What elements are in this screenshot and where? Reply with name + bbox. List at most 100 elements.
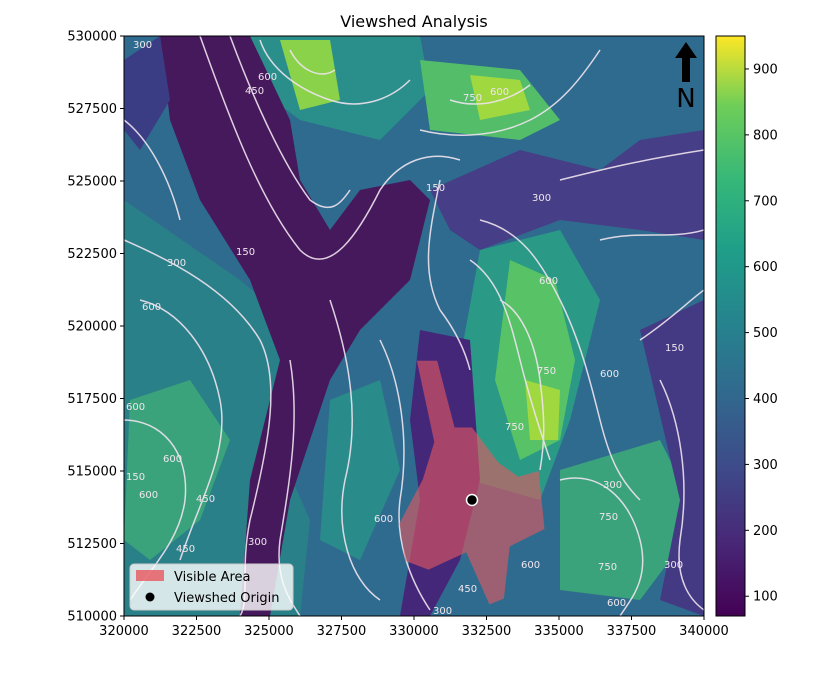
contour-line xyxy=(139,299,223,561)
contour-line xyxy=(559,477,644,616)
contour-line xyxy=(229,36,351,209)
contour-line xyxy=(559,149,704,181)
colorbar-tick-label: 600 xyxy=(753,260,778,275)
contour-line xyxy=(289,49,336,75)
legend-box xyxy=(129,563,294,611)
viewshed-origin-marker xyxy=(465,493,479,507)
chart-title: Viewshed Analysis xyxy=(340,12,487,31)
black-dot-icon xyxy=(145,592,155,602)
contour-line xyxy=(427,179,471,371)
contour-label: 750 xyxy=(598,562,617,573)
contour-label: 300 xyxy=(248,537,267,548)
contour-label: 450 xyxy=(458,584,477,595)
terrain-east-valley xyxy=(430,130,704,250)
contour-label: 450 xyxy=(176,544,195,555)
terrain-northeast-peak xyxy=(470,75,530,120)
colorbar-gradient xyxy=(715,35,746,617)
colorbar-ticks: 100 200 300 400 500 600 700 800 900 xyxy=(745,62,778,605)
colorbar-tick-label: 300 xyxy=(753,458,778,473)
y-tick-label: 527500 xyxy=(67,102,117,117)
contour-label: 750 xyxy=(505,422,524,433)
north-arrow-icon xyxy=(675,42,697,82)
colorbar-tick-label: 200 xyxy=(753,524,778,539)
visible-area-polygon xyxy=(399,360,545,605)
contour-line xyxy=(259,39,411,105)
terrain-main-valley xyxy=(160,36,430,616)
y-tick-label: 520000 xyxy=(67,320,117,335)
terrain-map: 300 600 450 600 750 150 300 150 300 600 … xyxy=(124,36,704,617)
x-tick-label: 340000 xyxy=(679,624,729,639)
x-tick-label: 327500 xyxy=(317,624,367,639)
contour-lines xyxy=(124,36,704,616)
contour-label: 300 xyxy=(664,560,683,571)
y-tick-label: 510000 xyxy=(67,610,117,625)
terrain-far-east-valley xyxy=(640,300,704,616)
colorbar-tick-label: 900 xyxy=(753,62,778,77)
contour-label: 150 xyxy=(665,343,684,354)
contour-label: 300 xyxy=(167,258,186,269)
y-tick-label: 515000 xyxy=(67,465,117,480)
contour-label: 600 xyxy=(607,598,626,609)
contour-label: 600 xyxy=(126,402,145,413)
colorbar-tick-label: 700 xyxy=(753,194,778,209)
contour-line xyxy=(379,339,431,611)
contour-label: 600 xyxy=(539,276,558,287)
contour-label: 450 xyxy=(196,494,215,505)
contour-label: 300 xyxy=(133,40,152,51)
contour-label: 300 xyxy=(433,606,452,617)
contour-label: 300 xyxy=(532,193,551,204)
contour-label: 150 xyxy=(236,247,255,258)
x-tick-label: 320000 xyxy=(99,624,149,639)
colorbar-tick-label: 100 xyxy=(753,590,778,605)
contour-label: 750 xyxy=(537,366,556,377)
colorbar-tick-label: 400 xyxy=(753,392,778,407)
x-axis: 320000 322500 325000 327500 330000 332500 3350… xyxy=(99,616,729,639)
contour-label: 300 xyxy=(603,480,622,491)
terrain-northwest-slope xyxy=(124,36,170,150)
y-tick-label: 522500 xyxy=(67,247,117,262)
x-tick-label: 337500 xyxy=(607,624,657,639)
north-arrow: N xyxy=(675,42,697,114)
colorbar-tick-label: 500 xyxy=(753,326,778,341)
contour-label: 600 xyxy=(142,302,161,313)
contour-label: 600 xyxy=(258,72,277,83)
contour-line xyxy=(469,259,551,461)
x-tick-label: 332500 xyxy=(462,624,512,639)
y-tick-label: 517500 xyxy=(67,392,117,407)
x-tick-label: 335000 xyxy=(534,624,584,639)
contour-label: 600 xyxy=(374,514,393,525)
contour-line xyxy=(329,299,381,601)
y-tick-label: 530000 xyxy=(67,30,117,45)
legend: Visible Area Viewshed Origin xyxy=(129,563,294,611)
contour-label: 600 xyxy=(490,87,509,98)
contour-label: 150 xyxy=(126,472,145,483)
contour-line xyxy=(599,229,704,241)
contour-line xyxy=(449,84,531,105)
contour-line xyxy=(419,49,601,136)
contour-label: 750 xyxy=(463,93,482,104)
contour-label: 150 xyxy=(426,183,445,194)
terrain-central-ridge xyxy=(320,380,400,560)
red-patch-icon xyxy=(136,570,164,581)
y-tick-label: 512500 xyxy=(67,537,117,552)
contour-label: 450 xyxy=(245,86,264,97)
contour-label: 600 xyxy=(163,454,182,465)
viewshed-layer xyxy=(399,360,545,605)
legend-label-viewshed-origin: Viewshed Origin xyxy=(174,591,280,606)
contour-label: 750 xyxy=(599,512,618,523)
y-tick-label: 525000 xyxy=(67,175,117,190)
contour-line xyxy=(479,219,641,501)
x-tick-label: 330000 xyxy=(389,624,439,639)
x-tick-label: 322500 xyxy=(172,624,222,639)
terrain-southeast xyxy=(560,440,700,600)
contour-line xyxy=(639,289,704,341)
contour-line xyxy=(659,379,704,611)
y-axis: 510000 512500 515000 517500 520000 522500 5250… xyxy=(67,30,124,625)
contour-line xyxy=(199,36,461,260)
north-arrow-label: N xyxy=(676,84,695,114)
x-tick-label: 325000 xyxy=(244,624,294,639)
contour-line xyxy=(499,299,545,471)
contour-labels: 300 600 450 600 750 150 300 150 300 600 … xyxy=(126,40,684,617)
colorbar: 100 200 300 400 500 600 700 800 900 xyxy=(715,35,778,617)
